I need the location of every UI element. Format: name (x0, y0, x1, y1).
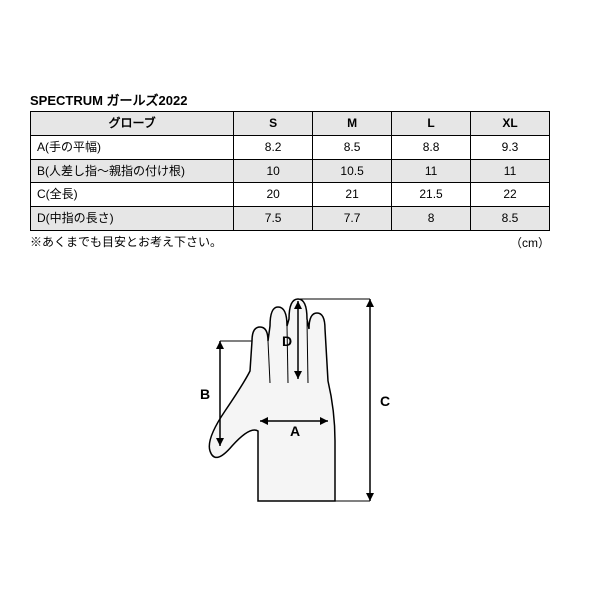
cell-value: 10 (234, 159, 313, 183)
glove-diagram: A B C (30, 271, 570, 534)
cell-value: 9.3 (471, 135, 550, 159)
row-label: C(全長) (31, 183, 234, 207)
table-row: A(手の平幅) 8.2 8.5 8.8 9.3 (31, 135, 550, 159)
cell-value: 11 (392, 159, 471, 183)
cell-value: 7.7 (313, 207, 392, 231)
table-header-size: XL (471, 112, 550, 136)
cell-value: 10.5 (313, 159, 392, 183)
table-row: B(人差し指～親指の付け根) 10 10.5 11 11 (31, 159, 550, 183)
cell-value: 8.2 (234, 135, 313, 159)
cell-value: 8.8 (392, 135, 471, 159)
glove-outline (209, 299, 335, 501)
product-title: SPECTRUM ガールズ2022 (30, 90, 570, 109)
cell-value: 8.5 (471, 207, 550, 231)
dim-label-c: C (380, 393, 390, 409)
cell-value: 7.5 (234, 207, 313, 231)
row-label: A(手の平幅) (31, 135, 234, 159)
dim-label-b: B (200, 386, 210, 402)
dim-label-a: A (290, 423, 300, 439)
cell-value: 8.5 (313, 135, 392, 159)
table-row: C(全長) 20 21 21.5 22 (31, 183, 550, 207)
cell-value: 11 (471, 159, 550, 183)
row-label: D(中指の長さ) (31, 207, 234, 231)
cell-value: 21 (313, 183, 392, 207)
size-chart-table: グローブ S M L XL A(手の平幅) 8.2 8.5 8.8 9.3 B(… (30, 111, 550, 231)
table-row: D(中指の長さ) 7.5 7.7 8 8.5 (31, 207, 550, 231)
cell-value: 8 (392, 207, 471, 231)
cell-value: 21.5 (392, 183, 471, 207)
table-header-size: M (313, 112, 392, 136)
table-header-size: L (392, 112, 471, 136)
cell-value: 22 (471, 183, 550, 207)
cell-value: 20 (234, 183, 313, 207)
dim-label-d: D (282, 333, 292, 349)
row-label: B(人差し指～親指の付け根) (31, 159, 234, 183)
table-header-size: S (234, 112, 313, 136)
table-header-category: グローブ (31, 112, 234, 136)
